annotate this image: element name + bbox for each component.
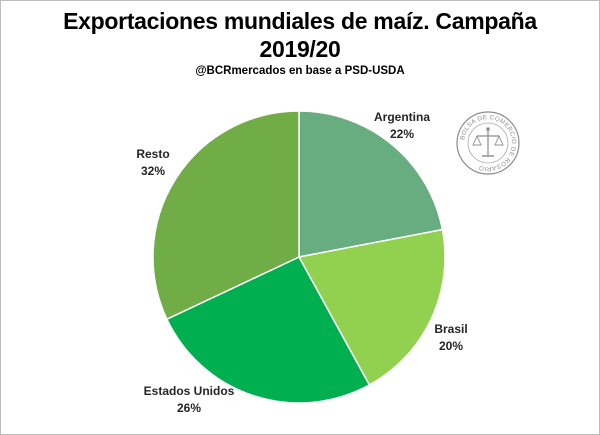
slice-label-2: Brasil 20% — [434, 322, 467, 353]
chart-subtitle: @BCRmercados en base a PSD-USDA — [195, 65, 405, 77]
slice-label-3: Estados Unidos 26% — [144, 384, 235, 415]
slice-value-label: 26% — [177, 401, 201, 415]
chart-title-line1: Exportaciones mundiales de maíz. Campaña — [63, 8, 537, 34]
pie-slices — [152, 110, 446, 404]
slice-category-label: Resto — [136, 147, 169, 161]
pie-slice-1 — [298, 110, 444, 258]
slice-label-4: Resto 32% — [136, 147, 169, 178]
slice-category-label: Argentina — [374, 110, 430, 124]
chart-title-line2: 2019/20 — [259, 36, 341, 62]
pie-slice-2 — [297, 228, 446, 386]
slice-value-label: 22% — [390, 127, 414, 141]
slice-value-label: 20% — [439, 339, 463, 353]
slice-category-label: Estados Unidos — [144, 384, 235, 398]
slice-label-1: Argentina 22% — [374, 110, 430, 141]
bcr-seal-icon: BOLSA DE COMERCIO DE ROSARIO — [456, 111, 520, 175]
slice-value-label: 32% — [141, 164, 165, 178]
slice-category-label: Brasil — [434, 322, 467, 336]
pie-labels: Argentina 22% Brasil 20% Estados Unidos 26% Re… — [136, 110, 467, 415]
pie-slice-3 — [165, 256, 371, 404]
pie-slice-4 — [152, 110, 300, 321]
